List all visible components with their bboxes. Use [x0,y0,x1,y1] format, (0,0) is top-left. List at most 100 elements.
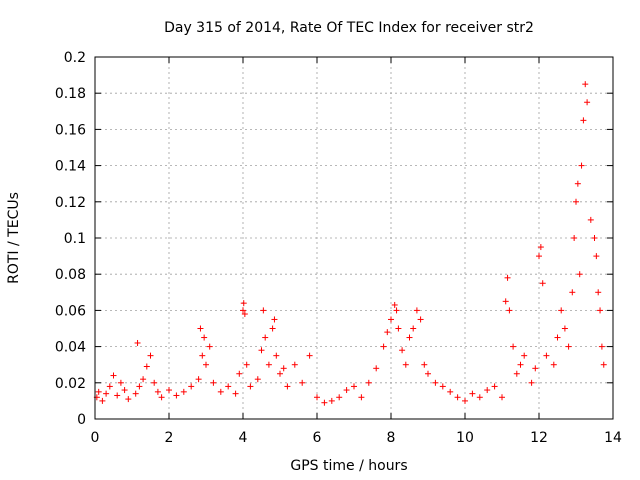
data-point [232,390,239,397]
data-point [537,244,544,251]
y-tick-label: 0.16 [55,122,86,138]
data-point [166,387,172,394]
y-tick-label: 0.04 [55,340,86,356]
data-point [587,216,594,223]
data-point [225,383,232,390]
data-point [125,396,132,403]
data-point [95,388,102,395]
y-tick-label: 0.08 [55,267,86,283]
y-tick-label: 0.02 [55,376,86,392]
data-point [425,370,431,377]
data-point [399,347,406,354]
y-axis-label: ROTI / TECUs [6,192,22,284]
data-point [517,361,524,368]
data-point [328,397,335,404]
data-point [388,316,394,323]
data-point [580,117,587,124]
data-point [314,394,320,401]
data-point [373,365,380,372]
data-point [273,352,280,359]
data-point [154,388,161,395]
x-tick-label: 4 [239,430,248,446]
data-point [402,361,409,368]
data-point [454,394,461,401]
data-point [243,361,250,368]
y-tick-label: 0.18 [55,86,86,102]
data-point [277,370,283,377]
data-point [502,298,509,305]
data-point [476,394,483,401]
y-tick-label: 0.14 [55,159,86,175]
data-point [491,383,498,390]
x-tick-label: 6 [313,430,322,446]
data-point [336,394,343,401]
data-point [417,316,424,323]
data-point [578,162,585,169]
data-point [306,352,313,359]
data-point [595,289,602,296]
data-point [236,370,243,377]
data-point [504,274,511,281]
data-point [395,325,402,332]
data-point [539,280,546,287]
data-point [532,365,539,372]
data-point [151,379,158,386]
data-point [432,379,439,386]
data-point [358,394,365,401]
axis-ticks: 0 2 4 6 8 10 12 14 0 0.02 0.04 0.06 0.08 0.1 0.12 0.14 0… [55,50,622,446]
data-point [201,334,208,341]
data-point [576,271,583,278]
data-point [573,198,579,205]
data-point [598,343,605,350]
grid-lines [95,57,613,419]
data-point [406,334,413,341]
data-point [469,390,476,397]
data-point [203,361,209,368]
data-point [513,370,520,377]
data-point [265,361,272,368]
data-point [410,325,417,332]
y-tick-label: 0.1 [64,231,86,247]
data-point [413,307,420,314]
data-point [254,376,261,383]
data-point [499,394,505,401]
x-tick-label: 14 [604,430,622,446]
data-point [110,372,117,379]
data-point [247,383,254,390]
x-tick-label: 12 [530,430,548,446]
data-point [147,352,154,359]
data-point [554,334,561,341]
data-point [521,352,528,359]
data-point [291,361,298,368]
data-point [197,325,204,332]
data-point [134,339,141,346]
data-point [569,289,576,296]
data-point [584,99,591,106]
data-point [510,343,517,350]
data-point [103,390,110,397]
data-point [351,383,357,390]
data-point [143,363,150,370]
data-point [528,379,535,386]
data-point [597,307,604,314]
x-axis-label: GPS time / hours [290,458,407,474]
data-point [321,399,328,406]
data-point [217,388,224,395]
data-point [173,392,180,399]
data-point [391,301,398,308]
data-point [271,316,278,323]
data-point [140,376,147,383]
data-point [462,397,468,404]
data-point [299,379,306,386]
data-point [550,361,557,368]
data-point [106,383,113,390]
y-tick-label: 0.12 [55,195,86,211]
data-point [199,352,206,359]
x-tick-label: 0 [91,430,100,446]
data-point [258,347,265,354]
data-point [158,394,165,401]
data-point [132,390,139,397]
data-point [260,307,267,314]
data-point [439,383,446,390]
